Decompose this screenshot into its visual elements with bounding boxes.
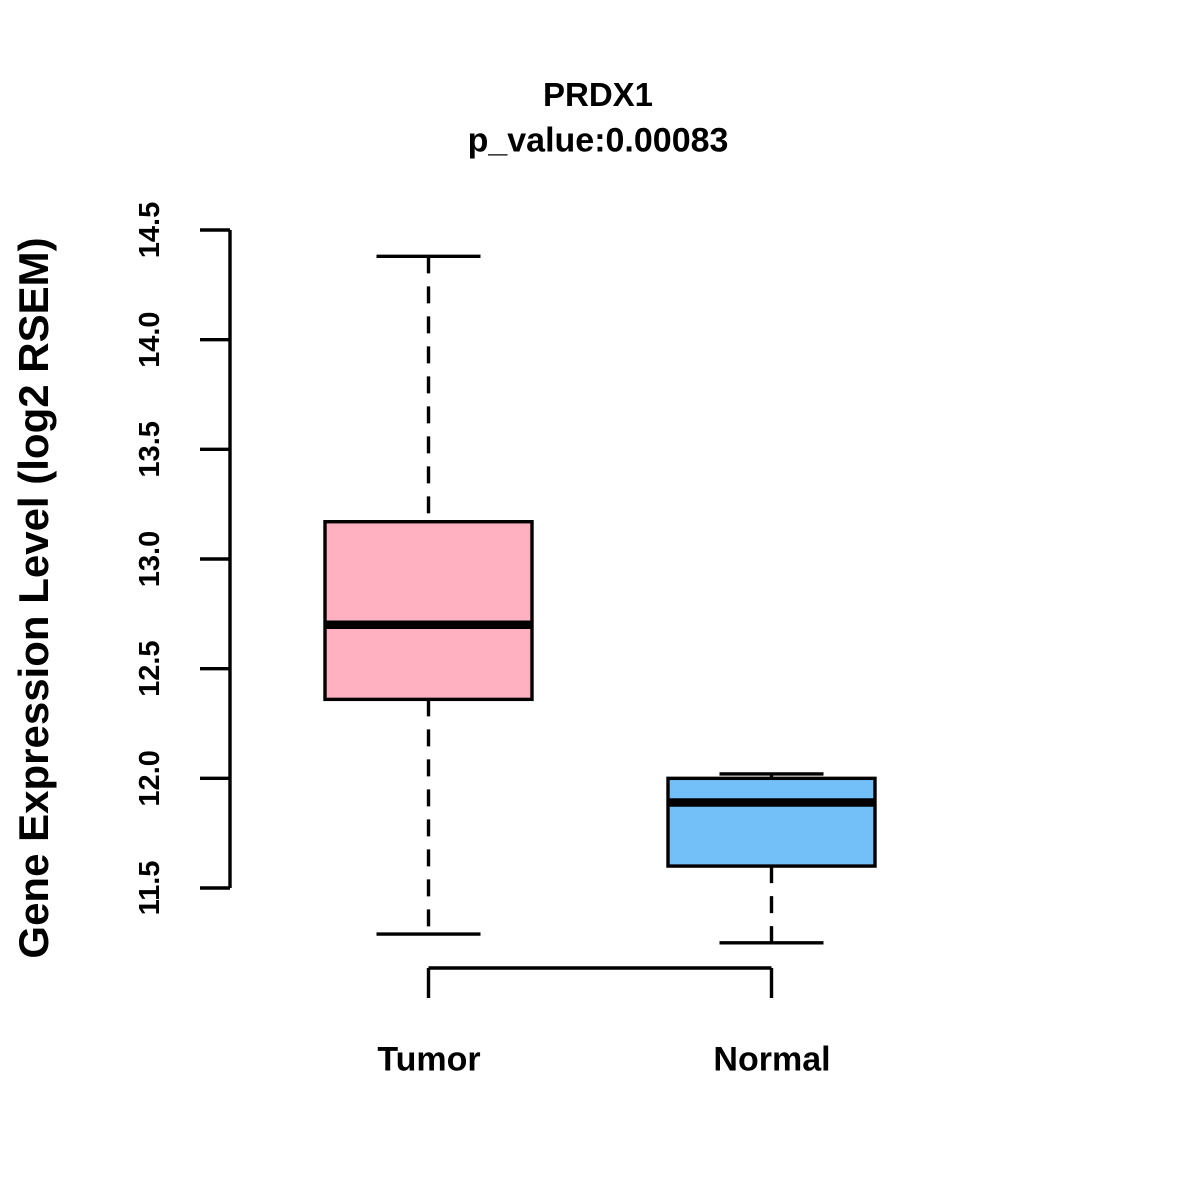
chart-subtitle: p_value:0.00083 [467,121,729,160]
y-axis-tick-label: 14.0 [134,311,166,367]
iqr-box-normal [666,776,877,868]
y-axis-tick-label: 11.5 [134,861,166,916]
x-category-label-tumor: Tumor [377,1040,481,1079]
y-axis-tick-label: 13.0 [134,531,166,587]
chart-title: PRDX1 [542,76,654,113]
y-axis-tick-label: 12.0 [134,750,166,806]
y-axis-tick-label: 12.5 [134,640,166,696]
y-axis-tick-label: 14.5 [134,202,166,258]
x-category-label-normal: Normal [713,1040,831,1079]
iqr-box-tumor [323,520,534,702]
y-axis-tick-label: 13.5 [134,421,166,477]
